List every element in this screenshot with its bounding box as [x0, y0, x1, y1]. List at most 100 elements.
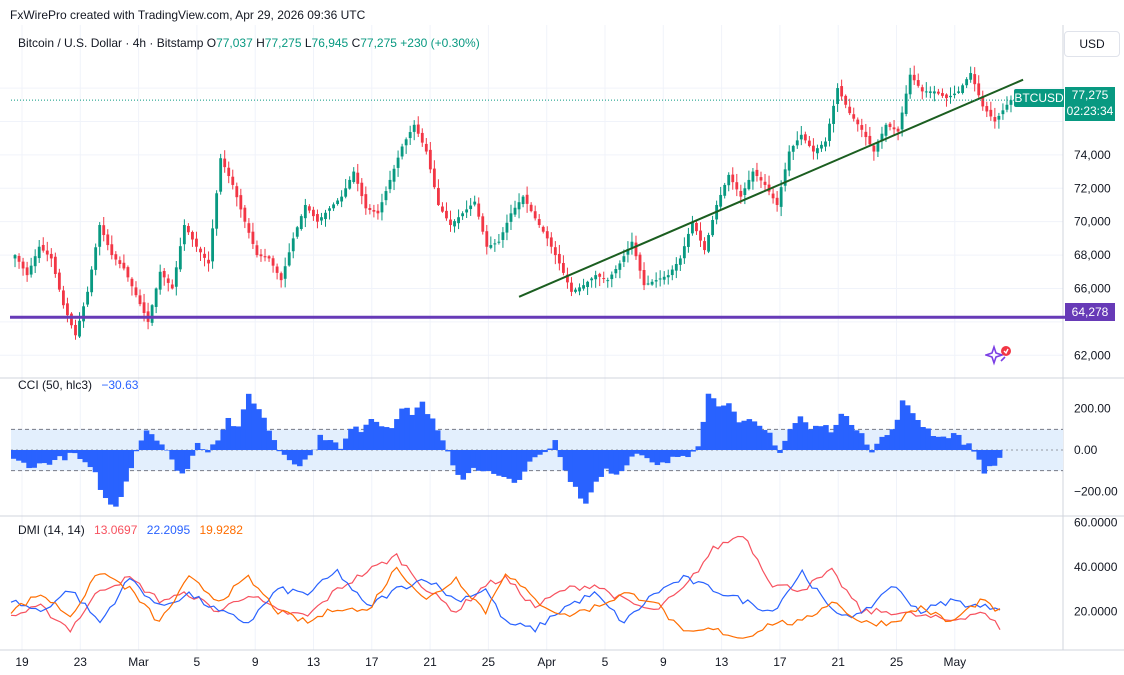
- cci-bar: [608, 450, 615, 474]
- candle-body: [949, 95, 952, 98]
- candle-body: [94, 247, 98, 270]
- dmi-title[interactable]: DMI (14, 14): [18, 523, 85, 537]
- cci-bar: [419, 401, 426, 450]
- currency-button[interactable]: USD: [1064, 31, 1120, 57]
- cci-bar: [148, 434, 155, 450]
- candle-body: [658, 278, 662, 280]
- cci-bar: [113, 450, 119, 507]
- cci-bar: [434, 430, 441, 450]
- candle-body: [610, 274, 614, 280]
- cci-bar: [802, 422, 809, 450]
- candle-body: [336, 200, 340, 204]
- candle-body: [501, 232, 505, 240]
- cci-title[interactable]: CCI (50, hlc3): [18, 378, 93, 392]
- candle-body: [86, 291, 90, 305]
- cci-bar: [389, 428, 395, 450]
- cci-bar: [307, 450, 313, 456]
- candle-body: [904, 93, 908, 114]
- candle-body: [436, 187, 440, 205]
- candle-body: [795, 140, 799, 146]
- dmi-legend: DMI (14, 14) 13.0697 22.2095 19.9282: [18, 523, 249, 537]
- candle-body: [924, 91, 928, 93]
- time-tick-label: 19: [15, 655, 29, 669]
- candle-body: [114, 254, 118, 260]
- price-axis[interactable]: 62,000 66,000 68,000 70,000 72,000 74,000: [1074, 148, 1111, 362]
- cci-bar: [986, 450, 993, 467]
- cci-bar: [782, 440, 788, 450]
- cci-bar: [690, 450, 696, 452]
- symbol-price-tag: BTCUSD: [1014, 89, 1064, 107]
- candle-body: [691, 221, 694, 234]
- cci-bar: [179, 450, 186, 474]
- cci-bar: [807, 429, 814, 450]
- candle-body: [299, 216, 303, 230]
- candle-body: [505, 222, 509, 233]
- cci-bar: [787, 429, 793, 450]
- candle-body: [739, 190, 743, 197]
- cci-bar: [904, 405, 911, 450]
- candle-body: [872, 145, 876, 152]
- candle-body: [211, 228, 215, 262]
- candle-body: [630, 241, 634, 248]
- cci-bar: [337, 448, 344, 450]
- cci-bar: [910, 413, 916, 450]
- candle-body: [13, 255, 17, 259]
- candle-body: [836, 88, 840, 105]
- adx-value: 13.0697: [94, 523, 138, 537]
- cci-bar: [920, 427, 926, 450]
- cci-bar: [511, 450, 518, 483]
- trendline[interactable]: [518, 78, 1024, 298]
- candle-body: [916, 80, 920, 86]
- cci-bar: [286, 450, 293, 461]
- last-price-tag: 77,275 02:23:34: [1065, 87, 1115, 121]
- candle-body: [170, 284, 174, 289]
- candle-body: [174, 267, 178, 287]
- symbol-title[interactable]: Bitcoin / U.S. Dollar · 4h · Bitstamp: [18, 36, 204, 50]
- cci-bar: [833, 424, 839, 450]
- cci-bar: [16, 450, 22, 461]
- candle-body: [888, 123, 892, 128]
- cci-bar: [302, 450, 308, 460]
- candle-body: [856, 119, 860, 125]
- time-tick-label: 9: [252, 655, 259, 669]
- cci-bar: [603, 450, 610, 469]
- candle-body: [477, 203, 481, 217]
- price-tick-label: 74,000: [1074, 148, 1111, 162]
- candle-body: [122, 262, 126, 269]
- cci-bar: [644, 450, 650, 459]
- candle-body: [981, 96, 985, 107]
- sparkle-icon[interactable]: [983, 343, 1013, 367]
- candle-body: [678, 258, 682, 265]
- candle-body: [275, 266, 279, 273]
- candle-body: [303, 204, 307, 219]
- candle-body: [78, 320, 81, 337]
- candle-body: [602, 278, 606, 280]
- cci-bar: [26, 450, 32, 469]
- candle-body: [428, 149, 432, 170]
- cci-bar: [639, 450, 645, 456]
- time-tick-label: Mar: [128, 655, 149, 669]
- candle-body: [74, 324, 77, 336]
- cci-bar: [169, 450, 175, 460]
- time-tick-label: 13: [715, 655, 729, 669]
- cci-bar: [62, 450, 68, 461]
- cci-bar: [593, 450, 599, 482]
- time-tick-label: 21: [832, 655, 846, 669]
- cci-bar: [291, 450, 298, 465]
- time-axis[interactable]: 19 23 Mar 5 9 13 17 21 25 Apr 5 9 13 17 21 25 May: [15, 655, 966, 669]
- cci-bar: [317, 434, 324, 450]
- candle-body: [376, 210, 380, 214]
- candle-body: [993, 117, 997, 122]
- support-level-tag: 64,278: [1065, 303, 1115, 321]
- candle-body: [239, 195, 243, 210]
- candle-body: [465, 209, 469, 213]
- candle-body: [828, 123, 831, 141]
- cci-bar: [143, 430, 150, 450]
- cci-bar: [659, 450, 666, 463]
- candle-body: [307, 206, 311, 211]
- cci-bar: [925, 428, 931, 450]
- candle-body: [868, 135, 872, 145]
- cci-bar: [159, 444, 165, 450]
- candle-body: [404, 139, 408, 146]
